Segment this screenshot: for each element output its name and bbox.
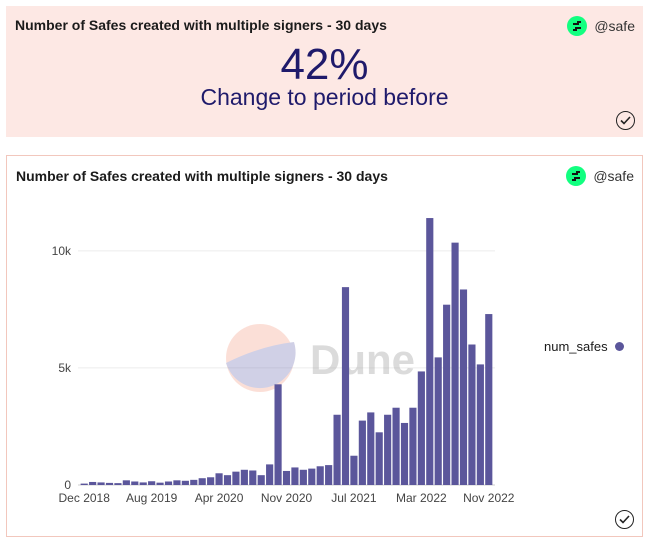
counter-brand-label: @safe [594,18,635,34]
bar[interactable] [215,473,223,485]
bar[interactable] [282,470,291,485]
legend-dot [614,342,624,351]
watermark-circle [226,324,294,392]
bar[interactable] [105,482,114,485]
watermark-text: Dune [310,336,415,383]
bar[interactable] [291,467,299,485]
bar[interactable] [274,384,282,485]
chart-card: Number of Safes created with multiple si… [6,155,643,537]
bar[interactable] [257,475,265,485]
check-circle-icon[interactable] [615,510,634,529]
safe-logo-icon [567,16,588,36]
bar[interactable] [426,218,434,486]
legend[interactable]: num_safes [544,339,624,354]
bar[interactable] [400,422,409,485]
bar[interactable] [384,414,392,485]
x-tick-label: Mar 2022 [396,491,447,505]
y-tick-label: 0 [64,478,71,492]
bar[interactable] [392,407,400,485]
bar[interactable] [299,469,307,485]
chart-brand-label: @safe [593,168,634,184]
bar[interactable] [409,407,417,485]
bars [80,218,493,486]
bar[interactable] [131,481,139,485]
bar[interactable] [476,364,484,485]
bar[interactable] [350,455,358,485]
counter-caption: Change to period before [200,84,449,110]
bar[interactable] [148,481,156,485]
bar[interactable] [173,480,181,485]
bar[interactable] [434,357,442,485]
bar[interactable] [341,287,350,485]
bar[interactable] [316,466,324,485]
bar[interactable] [451,242,459,485]
bar[interactable] [249,470,257,485]
watermark-wave [226,342,296,389]
bar[interactable] [308,468,316,485]
bar[interactable] [325,465,333,485]
chart-title: Number of Safes created with multiple si… [16,168,388,184]
y-tick-labels: 0 5k 10k [52,244,72,492]
bar[interactable] [181,480,189,485]
bar[interactable] [240,469,248,485]
dune-watermark: Dune [226,324,415,392]
bar[interactable] [443,304,451,485]
counter-brand[interactable]: @safe [567,16,635,36]
bar[interactable] [459,289,468,485]
bar[interactable] [485,314,493,485]
bar[interactable] [266,464,274,485]
bar[interactable] [190,479,198,485]
bar[interactable] [232,471,240,485]
x-tick-label: Nov 2020 [261,491,313,505]
y-tick-label: 10k [52,244,72,258]
x-tick-label: Dec 2018 [59,491,111,505]
bar[interactable] [89,481,97,485]
y-tick-label: 5k [58,361,72,375]
bar[interactable] [367,412,375,485]
x-tick-label: Apr 2020 [195,491,244,505]
bar[interactable] [417,371,425,485]
counter-card: Number of Safes created with multiple si… [6,6,643,137]
bar[interactable] [80,483,88,485]
bar-chart: Dune 0 5k 10k Dec 2018 Aug 2019 Apr 2020 Nov … [52,218,515,505]
x-tick-label: Jul 2021 [331,491,377,505]
bar[interactable] [468,344,476,486]
safe-logo-icon [566,166,587,186]
chart-brand[interactable]: @safe [566,166,634,186]
bar[interactable] [156,482,164,485]
bar[interactable] [333,414,341,485]
x-tick-label: Aug 2019 [126,491,178,505]
counter-value: 42% [280,40,369,89]
x-tick-label: Nov 2022 [463,491,515,505]
bar[interactable] [198,478,206,485]
bar[interactable] [223,475,232,485]
bar[interactable] [375,432,383,485]
bar[interactable] [207,477,215,485]
x-tick-labels: Dec 2018 Aug 2019 Apr 2020 Nov 2020 Jul 2021… [59,491,515,505]
bar[interactable] [122,480,130,485]
check-circle-icon[interactable] [616,111,635,130]
counter-title: Number of Safes created with multiple si… [15,17,387,33]
bar[interactable] [114,483,122,485]
bar[interactable] [358,420,366,485]
bar[interactable] [164,481,173,485]
bar[interactable] [139,482,147,485]
bar[interactable] [97,482,105,485]
legend-label: num_safes [544,339,608,354]
